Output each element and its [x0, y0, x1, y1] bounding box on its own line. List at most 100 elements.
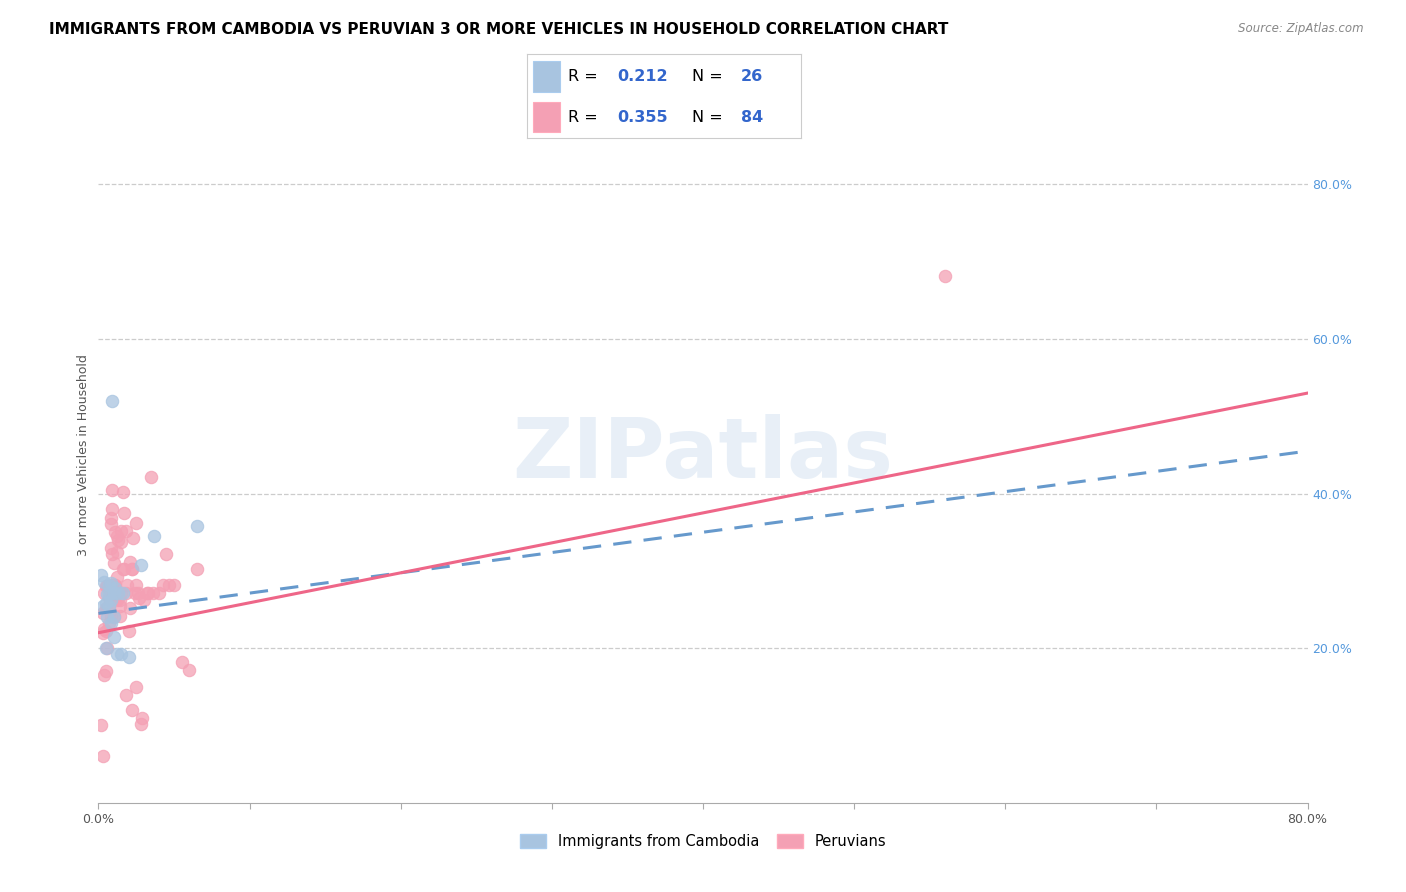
- Point: [90, 718, 112, 732]
- Point: [125, 516, 148, 530]
- Point: [101, 393, 124, 408]
- Point: [91, 625, 114, 640]
- Point: [98, 578, 121, 592]
- Point: [934, 268, 956, 283]
- Point: [141, 469, 163, 483]
- Text: Source: ZipAtlas.com: Source: ZipAtlas.com: [1239, 22, 1364, 36]
- Point: [143, 529, 166, 543]
- Point: [105, 593, 128, 607]
- Point: [100, 541, 122, 555]
- FancyBboxPatch shape: [533, 102, 560, 132]
- Point: [96, 601, 118, 615]
- Point: [118, 650, 141, 665]
- Point: [114, 688, 136, 702]
- Point: [94, 665, 117, 679]
- Point: [94, 601, 117, 615]
- Point: [127, 585, 149, 599]
- Point: [125, 578, 148, 592]
- Point: [107, 533, 129, 547]
- Point: [132, 593, 155, 607]
- Point: [110, 648, 132, 662]
- Point: [103, 630, 125, 644]
- Point: [107, 585, 129, 599]
- Text: 26: 26: [741, 69, 763, 84]
- Point: [110, 534, 132, 549]
- Point: [135, 585, 157, 599]
- Point: [91, 599, 114, 613]
- Y-axis label: 3 or more Vehicles in Household: 3 or more Vehicles in Household: [77, 354, 90, 556]
- Point: [179, 663, 201, 677]
- Point: [100, 585, 122, 599]
- Point: [101, 502, 124, 516]
- Point: [136, 585, 159, 599]
- Point: [111, 485, 134, 500]
- Point: [121, 562, 143, 576]
- Point: [108, 608, 131, 623]
- Point: [94, 579, 117, 593]
- Point: [100, 593, 122, 607]
- Point: [91, 607, 114, 621]
- Point: [128, 591, 150, 605]
- Point: [105, 544, 128, 558]
- Point: [98, 616, 121, 631]
- Point: [105, 648, 128, 662]
- Point: [105, 570, 128, 584]
- Point: [101, 483, 124, 497]
- Point: [103, 585, 125, 599]
- Point: [101, 578, 124, 592]
- Point: [93, 585, 115, 599]
- Point: [114, 585, 136, 599]
- Point: [114, 524, 136, 538]
- Point: [111, 585, 134, 599]
- Point: [100, 576, 122, 591]
- Point: [111, 562, 134, 576]
- Point: [104, 585, 127, 599]
- Point: [98, 599, 121, 613]
- Point: [148, 585, 170, 599]
- Point: [103, 610, 125, 624]
- Point: [107, 585, 129, 599]
- Text: ZIPatlas: ZIPatlas: [513, 415, 893, 495]
- Point: [120, 555, 142, 569]
- Point: [90, 567, 112, 582]
- Point: [163, 578, 186, 592]
- Text: 0.355: 0.355: [617, 110, 668, 125]
- Point: [124, 585, 146, 599]
- Point: [93, 668, 115, 682]
- Point: [103, 585, 125, 599]
- Point: [100, 511, 122, 525]
- Text: N =: N =: [692, 69, 728, 84]
- Point: [129, 717, 152, 731]
- Point: [98, 587, 121, 601]
- Point: [110, 524, 132, 538]
- Text: R =: R =: [568, 69, 603, 84]
- Point: [107, 591, 129, 605]
- Point: [96, 610, 118, 624]
- Point: [110, 585, 132, 599]
- Point: [93, 575, 115, 590]
- Point: [115, 578, 138, 592]
- Point: [98, 579, 121, 593]
- Point: [118, 624, 141, 639]
- Point: [100, 608, 122, 623]
- Point: [104, 525, 127, 540]
- FancyBboxPatch shape: [533, 62, 560, 92]
- Point: [93, 622, 115, 636]
- Text: 84: 84: [741, 110, 763, 125]
- Point: [170, 655, 193, 669]
- Point: [186, 562, 208, 576]
- Point: [121, 703, 143, 717]
- Point: [94, 641, 117, 656]
- Text: N =: N =: [692, 110, 728, 125]
- Point: [152, 578, 174, 592]
- Text: R =: R =: [568, 110, 603, 125]
- Point: [91, 749, 114, 764]
- Point: [120, 601, 142, 615]
- Point: [105, 529, 128, 543]
- Point: [94, 596, 117, 610]
- Point: [121, 562, 143, 576]
- Text: 0.212: 0.212: [617, 69, 668, 84]
- Point: [131, 711, 153, 725]
- Point: [96, 579, 118, 593]
- Point: [98, 601, 121, 615]
